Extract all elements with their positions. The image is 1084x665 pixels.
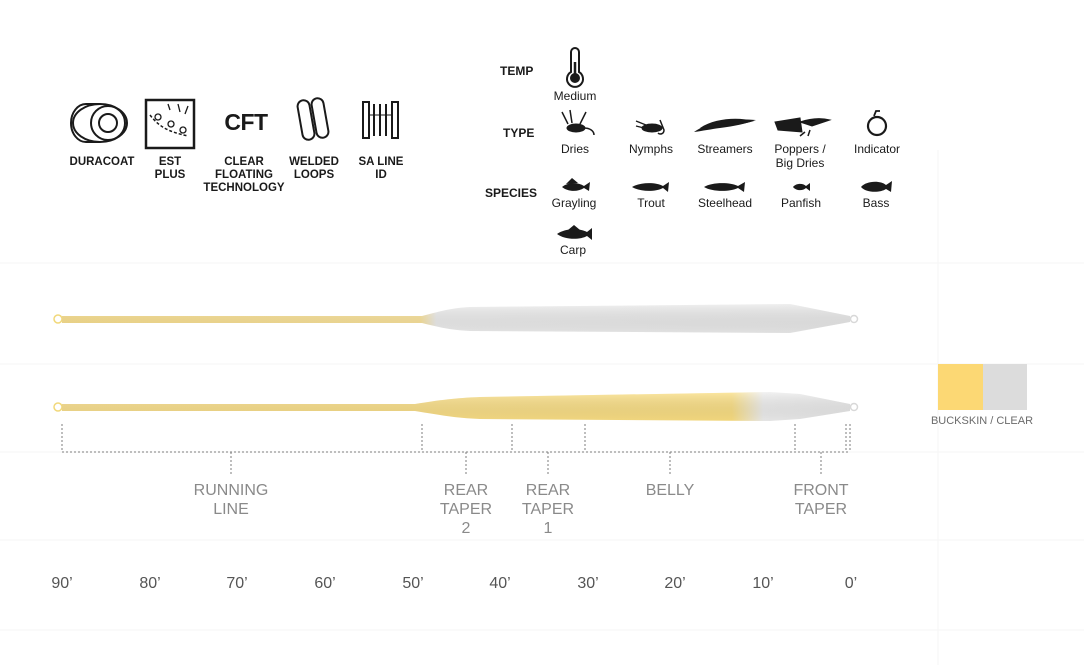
- type-poppers-big-dries: Poppers / Big Dries: [774, 142, 826, 170]
- species-grayling: Grayling: [551, 196, 597, 210]
- section-running-line: RUNNING LINE: [193, 482, 269, 518]
- tech-label-welded-loops: WELDED LOOPS: [289, 156, 339, 181]
- temp-value: Medium: [553, 89, 597, 103]
- grayling-icon: [562, 178, 590, 191]
- legend-label: BUCKSKIN / CLEAR: [930, 415, 1034, 427]
- scale-40: 40’: [489, 575, 511, 592]
- temp-label: TEMP: [500, 64, 534, 78]
- legend-swatch-buckskin: [938, 364, 983, 410]
- section-brackets: [61, 424, 851, 476]
- streamer-icon: [694, 118, 756, 132]
- steelhead-icon: [704, 182, 745, 192]
- species-carp: Carp: [559, 243, 586, 257]
- type-nymphs: Nymphs: [628, 142, 673, 156]
- legend-swatch-clear: [983, 364, 1027, 410]
- scale-30: 30’: [577, 575, 599, 592]
- species-label: SPECIES: [485, 186, 538, 200]
- carp-icon: [557, 225, 592, 240]
- species-panfish: Panfish: [780, 196, 822, 210]
- species-trout: Trout: [637, 196, 665, 210]
- est-plus-icon: [144, 98, 196, 150]
- cft-icon: CFT: [224, 109, 268, 135]
- scale-60: 60’: [314, 575, 336, 592]
- scale-20: 20’: [664, 575, 686, 592]
- panfish-icon: [793, 183, 810, 191]
- type-label: TYPE: [503, 126, 535, 140]
- nymph-icon: [635, 119, 665, 135]
- popper-icon: [774, 117, 832, 137]
- section-front-taper: FRONT TAPER: [793, 482, 849, 518]
- tech-label-est-plus: EST PLUS: [154, 156, 186, 181]
- species-bass: Bass: [862, 196, 890, 210]
- type-streamers: Streamers: [697, 142, 753, 156]
- dry-fly-icon: [561, 109, 595, 136]
- section-belly: BELLY: [645, 482, 695, 499]
- scale-80: 80’: [139, 575, 161, 592]
- scale-70: 70’: [226, 575, 248, 592]
- type-dries: Dries: [560, 142, 589, 156]
- section-rear-taper-2: REAR TAPER 2: [439, 482, 493, 537]
- thermometer-icon: [566, 47, 584, 88]
- bass-icon: [861, 181, 892, 192]
- scale-0: 0’: [844, 575, 858, 592]
- scale-10: 10’: [752, 575, 774, 592]
- fly-line-buckskin-clear-bottom: [53, 392, 859, 421]
- duracoat-icon: [70, 103, 128, 143]
- scale-50: 50’: [402, 575, 424, 592]
- welded-loops-icon: [296, 97, 330, 141]
- fly-line-buckskin-clear-top: [53, 304, 859, 333]
- indicator-icon: [866, 110, 888, 137]
- trout-icon: [632, 182, 669, 192]
- tech-label-duracoat: DURACOAT: [69, 156, 135, 168]
- scale-90: 90’: [51, 575, 73, 592]
- type-indicator: Indicator: [853, 142, 901, 156]
- tech-label-cft: CLEAR FLOATING TECHNOLOGY: [203, 156, 285, 194]
- section-rear-taper-1: REAR TAPER 1: [521, 482, 575, 537]
- species-steelhead: Steelhead: [697, 196, 753, 210]
- tech-label-sa-line-id: SA LINE ID: [358, 156, 404, 181]
- sa-line-id-icon: [362, 101, 399, 139]
